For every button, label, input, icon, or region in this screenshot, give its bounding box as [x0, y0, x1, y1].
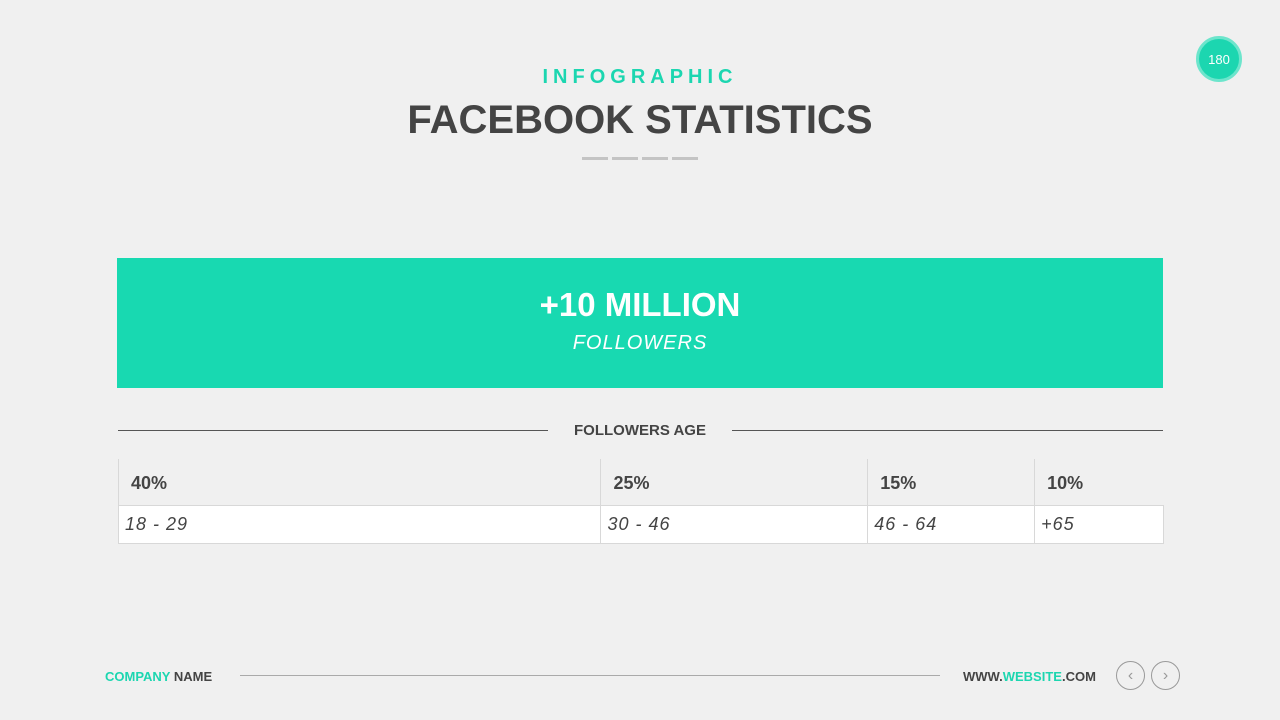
title-divider	[582, 157, 698, 160]
subtitle: INFOGRAPHIC	[542, 66, 738, 88]
divider-left	[118, 430, 548, 431]
web-suffix: .COM	[1061, 669, 1096, 684]
age-range-cell: +65	[1034, 504, 1164, 544]
prev-button[interactable]: ‹	[1116, 661, 1145, 690]
chevron-right-icon: ›	[1162, 666, 1169, 684]
followers-label: FOLLOWERS	[572, 332, 708, 354]
company-rest: NAME	[170, 669, 213, 684]
percent-cell: 40%	[117, 459, 601, 506]
section-label: FOLLOWERS AGE	[574, 422, 706, 439]
web-accent: WEBSITE	[1002, 669, 1062, 684]
company-accent: COMPANY	[105, 669, 171, 684]
followers-count: +10 MILLION	[539, 286, 741, 323]
age-range-cell: 46 - 64	[867, 504, 1036, 544]
divider-right	[732, 430, 1163, 431]
company-name: COMPANY NAME	[105, 669, 212, 684]
website[interactable]: WWW.WEBSITE.COM	[963, 669, 1096, 684]
age-table: 40% 25% 15% 10% 18 - 29 30 - 46 46 - 64 …	[117, 459, 1164, 544]
table-row: 18 - 29 30 - 46 46 - 64 +65	[117, 504, 1164, 544]
page-number-badge: 180	[1196, 36, 1242, 82]
age-range-cell: 30 - 46	[600, 504, 869, 544]
page-title: FACEBOOK STATISTICS	[407, 98, 873, 142]
followers-banner: +10 MILLION FOLLOWERS	[117, 258, 1163, 388]
next-button[interactable]: ›	[1151, 661, 1180, 690]
footer-line	[240, 675, 940, 676]
web-prefix: WWW.	[963, 669, 1003, 684]
chevron-left-icon: ‹	[1127, 666, 1134, 684]
percent-cell: 10%	[1034, 459, 1164, 506]
age-range-cell: 18 - 29	[117, 504, 602, 544]
percent-cell: 15%	[867, 459, 1035, 506]
table-header-row: 40% 25% 15% 10%	[117, 459, 1164, 506]
percent-cell: 25%	[600, 459, 868, 506]
